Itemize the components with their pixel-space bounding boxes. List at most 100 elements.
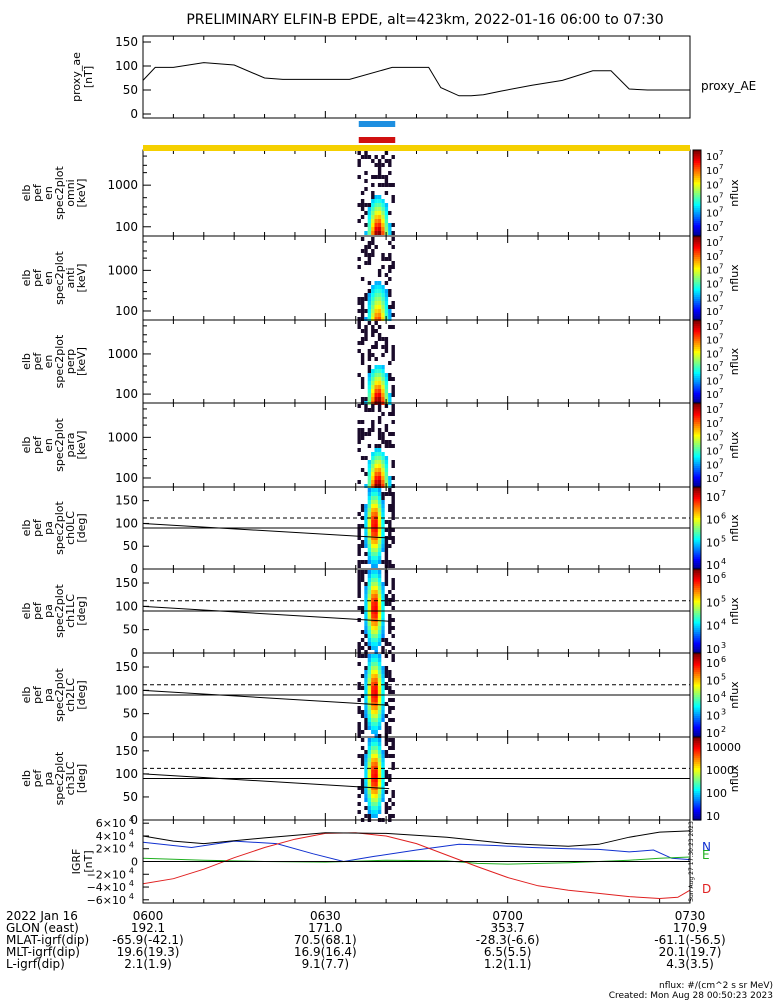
colorbar-cell (693, 388, 701, 392)
colorbar-cell (693, 606, 701, 610)
heatmap-cell (364, 223, 368, 227)
cbar-exp-para: 7 (719, 471, 723, 479)
heatmap-cell (374, 794, 378, 798)
heatmap-cell (367, 389, 372, 393)
heatmap-cell (371, 810, 375, 814)
heatmap-cell (377, 806, 382, 810)
heatmap-cell (374, 281, 378, 285)
heatmap-cell (377, 556, 382, 560)
heatmap-cell (384, 305, 389, 309)
heatmap-cell (364, 261, 368, 265)
colorbar-cell (693, 472, 701, 475)
heatmap-cell (371, 710, 375, 714)
footer-value: -61.1(-56.5) (654, 933, 725, 947)
heatmap-cell (388, 257, 392, 261)
footer-value: 6.5(5.5) (484, 945, 532, 959)
cbar-exp-omni: 7 (719, 163, 723, 171)
heatmap-cell (367, 738, 372, 742)
heatmap-cell (367, 231, 372, 235)
colorbar-cell (693, 791, 701, 794)
heatmap-cell (377, 159, 382, 163)
heatmap-cell (360, 456, 365, 460)
heatmap-cell (374, 770, 378, 774)
ylabel-omni-3: spec2plot (53, 166, 66, 220)
heatmap-cell (360, 730, 365, 734)
heatmap-cell (367, 670, 372, 674)
heatmap-cell (371, 452, 375, 456)
heatmap-cell (371, 219, 375, 223)
footer-row-label: L-igrf(dip) (6, 957, 65, 971)
heatmap-cell (381, 782, 385, 786)
heatmap-cell (377, 798, 382, 802)
heatmap-cell (360, 758, 365, 762)
heatmap-omni (357, 151, 395, 235)
colorbar-cell (693, 661, 701, 665)
heatmap-cell (377, 706, 382, 710)
heatmap-cell (391, 718, 395, 722)
heatmap-cell (371, 309, 375, 313)
heatmap-cell (377, 662, 382, 666)
heatmap-cell (388, 393, 392, 397)
colorbar-cell (693, 732, 701, 736)
heatmap-cell (374, 622, 378, 626)
heatmap-cell (360, 249, 365, 253)
heatmap-cell (374, 508, 378, 512)
heatmap-cell (367, 472, 372, 476)
heatmap-cell (388, 293, 392, 297)
heatmap-cell (367, 476, 372, 480)
heatmap-cell (391, 195, 395, 199)
heatmap-cell (364, 203, 368, 207)
colorbar-cell (693, 231, 701, 235)
cbar-base-ch2LC: 10 (706, 657, 720, 670)
heatmap-cell (371, 227, 375, 231)
ylabel-perp-4: perp (64, 349, 77, 374)
heatmap-cell (371, 159, 375, 163)
heatmap-cell (364, 806, 368, 810)
heatmap-cell (360, 203, 365, 207)
heatmap-cell (374, 540, 378, 544)
heatmap-cell (364, 714, 368, 718)
heatmap-cell (377, 552, 382, 556)
colorbar-cell (693, 751, 701, 755)
heatmap-cell (374, 802, 378, 806)
ylabel-ch3LC-2: pa (42, 772, 55, 786)
heatmap-cell (371, 754, 375, 758)
cbar-exp-ch2LC: 5 (721, 673, 726, 682)
heatmap-cell (367, 532, 372, 536)
heatmap-cell (364, 698, 368, 702)
colorbar-cell (693, 745, 701, 748)
heatmap-cell (364, 432, 368, 436)
colorbar-cell (693, 713, 701, 717)
heatmap-cell (360, 578, 365, 582)
cbar-exp-ch2LC: 6 (721, 655, 726, 664)
heatmap-cell (381, 602, 385, 606)
heatmap-cell (360, 646, 365, 650)
heatmap-cell (371, 586, 375, 590)
colorbar-cell (693, 160, 701, 164)
colorbar-cell (693, 513, 701, 517)
colorbar-cell (693, 594, 701, 597)
colorbar-cell (693, 659, 701, 662)
igrf-series-D (142, 832, 691, 900)
heatmap-cell (374, 297, 378, 301)
heatmap-cell (388, 778, 392, 782)
colorbar-cell (693, 550, 701, 554)
zlabel-ch2LC: nflux (728, 681, 741, 709)
colorbar-cell (693, 722, 701, 725)
heatmap-cell (360, 560, 365, 564)
cbar-exp-omni: 7 (719, 192, 723, 200)
ylabel-ch2LC-3: spec2plot (53, 668, 66, 722)
colorbar-cell (693, 150, 701, 153)
heatmap-cell (384, 273, 389, 277)
heatmap-cell (377, 317, 382, 321)
heatmap-cell (364, 670, 368, 674)
ylabel-omni-5: [keV] (75, 179, 88, 208)
heatmap-cell (367, 203, 372, 207)
ytick-label-igrf: 6×10 (96, 817, 126, 830)
losscone-line-ch3LC (142, 773, 390, 790)
heatmap-cell (371, 758, 375, 762)
heatmap-cell (374, 662, 378, 666)
heatmap-cell (374, 345, 378, 349)
cbar-base-perp: 10 (706, 336, 719, 347)
